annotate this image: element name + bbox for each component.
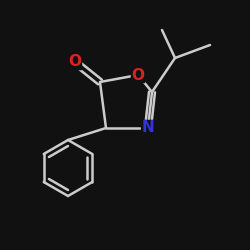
Text: O: O <box>68 54 82 70</box>
Text: N: N <box>142 120 154 136</box>
Text: O: O <box>132 68 144 82</box>
